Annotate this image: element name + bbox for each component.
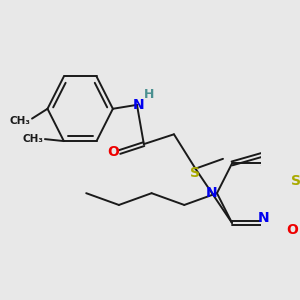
- Text: S: S: [190, 166, 200, 180]
- Text: N: N: [133, 98, 145, 112]
- Text: H: H: [144, 88, 154, 100]
- Text: S: S: [291, 174, 300, 188]
- Text: CH₃: CH₃: [10, 116, 31, 126]
- Text: N: N: [258, 211, 270, 225]
- Text: N: N: [206, 186, 218, 200]
- Text: CH₃: CH₃: [22, 134, 44, 144]
- Text: O: O: [286, 224, 298, 238]
- Text: O: O: [107, 145, 119, 159]
